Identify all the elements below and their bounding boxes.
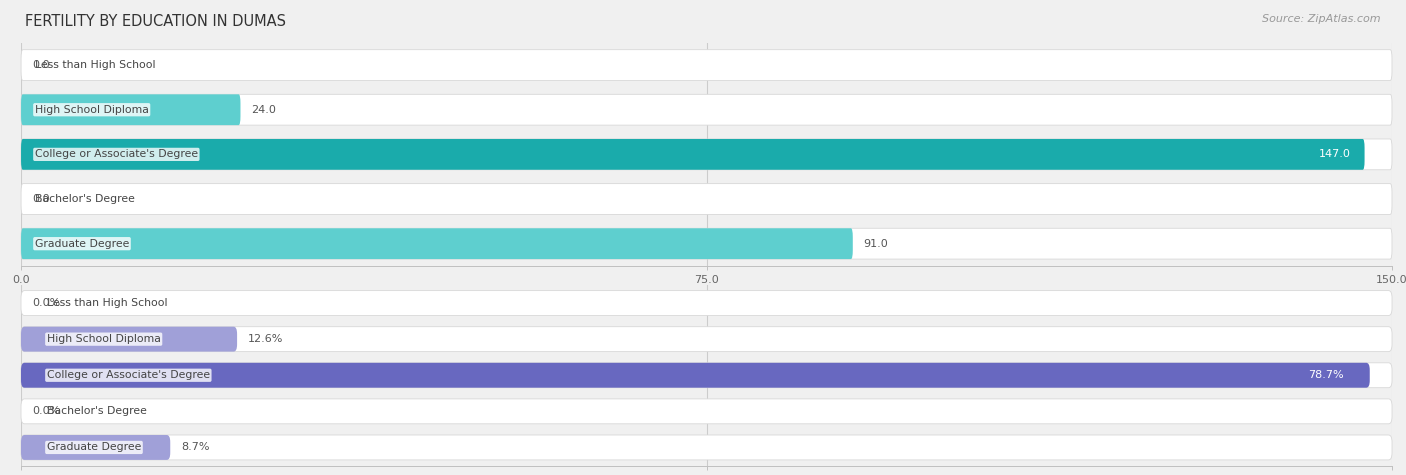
Text: 78.7%: 78.7% <box>1309 370 1344 380</box>
FancyBboxPatch shape <box>21 435 170 460</box>
FancyBboxPatch shape <box>21 399 1392 424</box>
Text: 8.7%: 8.7% <box>181 442 209 453</box>
Text: Bachelor's Degree: Bachelor's Degree <box>46 406 146 417</box>
FancyBboxPatch shape <box>21 228 1392 259</box>
Text: Less than High School: Less than High School <box>46 298 167 308</box>
FancyBboxPatch shape <box>21 95 240 125</box>
Text: 0.0: 0.0 <box>32 60 49 70</box>
FancyBboxPatch shape <box>21 291 1392 315</box>
Text: Graduate Degree: Graduate Degree <box>46 442 141 453</box>
Text: High School Diploma: High School Diploma <box>46 334 160 344</box>
FancyBboxPatch shape <box>21 327 238 352</box>
FancyBboxPatch shape <box>21 184 1392 214</box>
Text: 91.0: 91.0 <box>863 238 889 249</box>
FancyBboxPatch shape <box>21 95 1392 125</box>
FancyBboxPatch shape <box>21 50 1392 80</box>
Text: College or Associate's Degree: College or Associate's Degree <box>35 149 198 160</box>
FancyBboxPatch shape <box>21 327 1392 352</box>
Text: FERTILITY BY EDUCATION IN DUMAS: FERTILITY BY EDUCATION IN DUMAS <box>25 14 287 29</box>
Text: 24.0: 24.0 <box>252 104 276 115</box>
Text: 147.0: 147.0 <box>1319 149 1351 160</box>
Text: High School Diploma: High School Diploma <box>35 104 149 115</box>
Text: Bachelor's Degree: Bachelor's Degree <box>35 194 135 204</box>
Text: Graduate Degree: Graduate Degree <box>35 238 129 249</box>
Text: 0.0%: 0.0% <box>32 406 60 417</box>
FancyBboxPatch shape <box>21 228 853 259</box>
Text: College or Associate's Degree: College or Associate's Degree <box>46 370 209 380</box>
FancyBboxPatch shape <box>21 435 1392 460</box>
Text: 0.0%: 0.0% <box>32 298 60 308</box>
Text: 0.0: 0.0 <box>32 194 49 204</box>
FancyBboxPatch shape <box>21 363 1369 388</box>
FancyBboxPatch shape <box>21 363 1392 388</box>
Text: Source: ZipAtlas.com: Source: ZipAtlas.com <box>1263 14 1381 24</box>
Text: 12.6%: 12.6% <box>247 334 284 344</box>
FancyBboxPatch shape <box>21 139 1365 170</box>
FancyBboxPatch shape <box>21 139 1392 170</box>
Text: Less than High School: Less than High School <box>35 60 155 70</box>
